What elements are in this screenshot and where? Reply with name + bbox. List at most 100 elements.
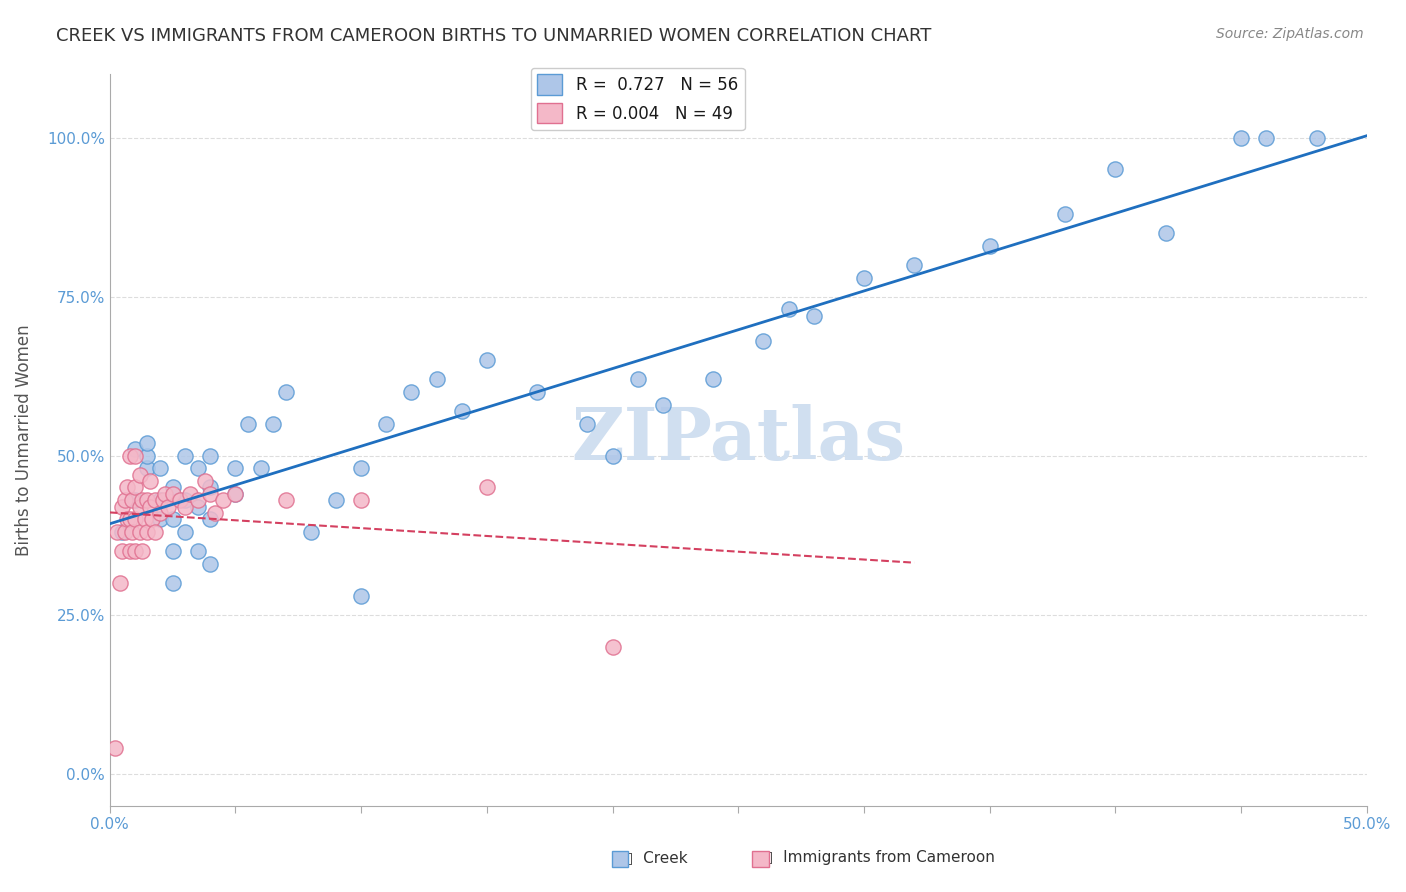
Point <box>136 436 159 450</box>
Point <box>141 512 163 526</box>
Point <box>274 385 297 400</box>
Point <box>187 500 209 514</box>
Point <box>187 544 209 558</box>
Point <box>602 449 624 463</box>
Point <box>325 493 347 508</box>
Point <box>149 506 172 520</box>
Point <box>121 493 143 508</box>
Point <box>114 493 136 508</box>
Point <box>136 524 159 539</box>
Point <box>426 372 449 386</box>
Point <box>124 544 146 558</box>
Point <box>124 449 146 463</box>
Point <box>149 512 172 526</box>
Point <box>224 487 246 501</box>
Point <box>143 524 166 539</box>
Point <box>450 404 472 418</box>
Point <box>1230 130 1253 145</box>
Point <box>124 512 146 526</box>
Point <box>200 557 222 571</box>
Point <box>778 302 800 317</box>
Point <box>200 449 222 463</box>
Point <box>903 258 925 272</box>
Point <box>111 524 134 539</box>
Point <box>118 512 141 526</box>
Text: CREEK VS IMMIGRANTS FROM CAMEROON BIRTHS TO UNMARRIED WOMEN CORRELATION CHART: CREEK VS IMMIGRANTS FROM CAMEROON BIRTHS… <box>56 27 932 45</box>
Point <box>104 741 127 756</box>
Point <box>299 524 322 539</box>
Point <box>350 589 373 603</box>
Point <box>129 500 152 514</box>
Point <box>274 493 297 508</box>
Point <box>131 544 153 558</box>
Point <box>139 500 162 514</box>
Point <box>111 544 134 558</box>
Point <box>853 270 876 285</box>
Text: □  Creek: □ Creek <box>619 850 688 865</box>
Point <box>204 506 226 520</box>
Point <box>162 487 184 501</box>
Point <box>131 493 153 508</box>
Point <box>651 398 673 412</box>
Text: ZIPatlas: ZIPatlas <box>571 404 905 475</box>
Point <box>401 385 423 400</box>
Point <box>169 493 191 508</box>
Point <box>375 417 398 431</box>
Y-axis label: Births to Unmarried Women: Births to Unmarried Women <box>15 324 32 556</box>
Text: □  Immigrants from Cameroon: □ Immigrants from Cameroon <box>759 850 995 865</box>
Point <box>200 512 222 526</box>
Point <box>224 461 246 475</box>
Point <box>236 417 259 431</box>
Point <box>475 353 498 368</box>
Point <box>129 467 152 482</box>
Point <box>174 493 197 508</box>
Point <box>136 493 159 508</box>
Point <box>124 480 146 494</box>
Point <box>1104 162 1126 177</box>
Point <box>194 474 217 488</box>
Point <box>111 500 134 514</box>
Point <box>224 487 246 501</box>
Point <box>174 500 197 514</box>
Point <box>262 417 284 431</box>
Point <box>979 238 1001 252</box>
Point <box>803 309 825 323</box>
Point <box>129 524 152 539</box>
Point <box>200 487 222 501</box>
Point <box>212 493 235 508</box>
Point <box>1256 130 1278 145</box>
Point <box>124 493 146 508</box>
Point <box>187 461 209 475</box>
Point <box>136 461 159 475</box>
Point <box>118 544 141 558</box>
Point <box>149 493 172 508</box>
Point <box>162 480 184 494</box>
Point <box>139 474 162 488</box>
Legend: R =  0.727   N = 56, R = 0.004   N = 49: R = 0.727 N = 56, R = 0.004 N = 49 <box>530 68 745 130</box>
Point <box>156 500 179 514</box>
Point <box>143 493 166 508</box>
Point <box>105 524 128 539</box>
Point <box>152 493 174 508</box>
Point <box>179 487 201 501</box>
Point <box>149 461 172 475</box>
Point <box>576 417 599 431</box>
Point <box>174 449 197 463</box>
Point <box>117 480 139 494</box>
Point <box>526 385 548 400</box>
Point <box>1154 226 1177 240</box>
Point <box>752 334 775 348</box>
Point <box>627 372 650 386</box>
Point <box>136 449 159 463</box>
Point <box>1305 130 1327 145</box>
Point <box>350 493 373 508</box>
Point <box>124 442 146 457</box>
Point <box>117 512 139 526</box>
Point <box>174 524 197 539</box>
Point <box>162 512 184 526</box>
Point <box>162 544 184 558</box>
Point <box>1054 207 1077 221</box>
Text: Source: ZipAtlas.com: Source: ZipAtlas.com <box>1216 27 1364 41</box>
Point <box>350 461 373 475</box>
Point <box>249 461 271 475</box>
